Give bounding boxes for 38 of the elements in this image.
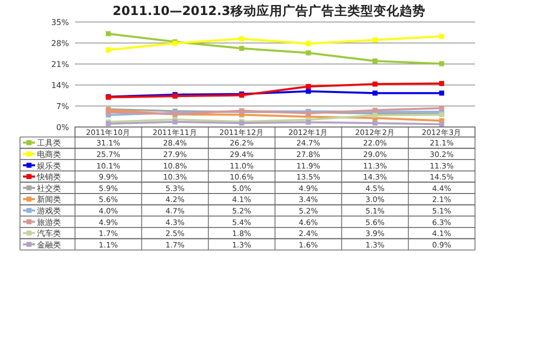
legend-label: 汽车类 xyxy=(37,229,61,238)
point xyxy=(239,36,244,42)
y-tick-label: 0% xyxy=(56,123,70,132)
point xyxy=(439,122,444,127)
legend-label: 游戏类 xyxy=(37,206,61,216)
y-tick-label: 21% xyxy=(51,60,70,69)
legend-label: 工具类 xyxy=(37,138,61,148)
point xyxy=(239,46,244,51)
legend-label: 新闻类 xyxy=(37,195,61,204)
point xyxy=(439,90,444,96)
point xyxy=(372,38,378,42)
y-tick-label: 7% xyxy=(56,102,70,111)
legend-label: 旅游类 xyxy=(37,218,61,227)
y-tick-label: 14% xyxy=(51,81,70,90)
point xyxy=(106,31,111,36)
point xyxy=(306,50,311,56)
point xyxy=(439,106,444,111)
legend-label: 金融类 xyxy=(37,240,61,250)
point xyxy=(439,34,444,39)
point xyxy=(306,41,311,46)
point xyxy=(172,119,178,124)
point xyxy=(306,84,311,89)
point xyxy=(306,88,311,94)
y-tick-label: 35% xyxy=(51,18,70,27)
y-tick-label: 28% xyxy=(51,39,70,48)
chart-title: 2011.10—2012.3移动应用广告广告主类型变化趋势 xyxy=(112,3,426,18)
point xyxy=(372,90,378,96)
legend-label: 电商类 xyxy=(37,150,61,159)
legend-label: 快销类 xyxy=(36,172,61,182)
legend-label: 社交类 xyxy=(37,184,61,193)
legend-label: 娱乐类 xyxy=(37,161,61,170)
point xyxy=(306,120,311,125)
point xyxy=(372,58,378,64)
point xyxy=(439,81,444,86)
point xyxy=(372,120,378,126)
point xyxy=(106,47,111,52)
point xyxy=(372,82,378,87)
point xyxy=(439,61,444,66)
